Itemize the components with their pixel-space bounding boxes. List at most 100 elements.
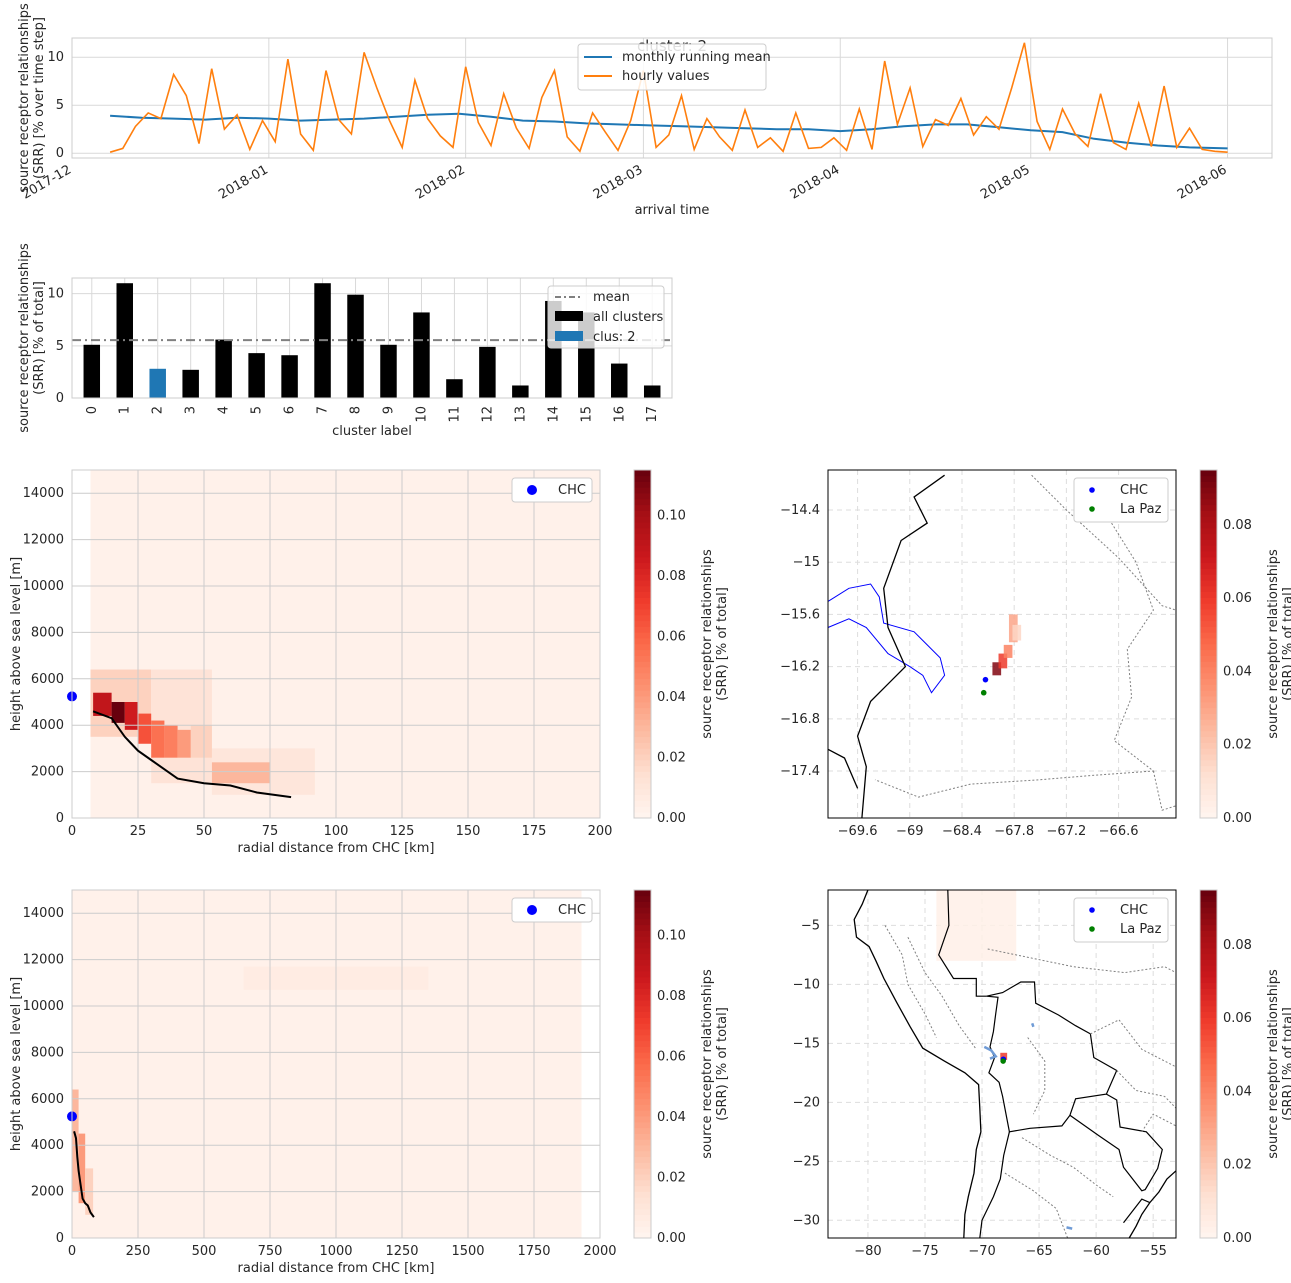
legend-label: La Paz	[1120, 502, 1162, 517]
heatmap-cell	[111, 702, 125, 723]
colorbar-segment	[1200, 794, 1217, 801]
colorbar-segment	[634, 1168, 651, 1175]
colorbar: 0.00 0.02 0.04 0.06 0.08 0.10 source receptor …	[633, 469, 730, 826]
colorbar-segment	[1200, 1046, 1217, 1053]
colorbar-segment	[634, 498, 651, 506]
y-tick-label: 0	[56, 1231, 64, 1246]
x-tick-label: 250	[126, 1244, 151, 1259]
colorbar-frame	[633, 469, 652, 819]
colorbar-segment	[1200, 620, 1217, 627]
y-tick-label: 2000	[31, 1185, 64, 1200]
colorbar-segment	[634, 901, 651, 908]
colorbar-segment	[634, 1185, 651, 1192]
colorbar-segment	[1200, 1220, 1217, 1227]
heatmap-cell	[138, 713, 152, 744]
colorbar-segment	[634, 1231, 651, 1239]
colorbar-segment	[1200, 1168, 1217, 1175]
y-tick-label: −30	[793, 1213, 820, 1228]
plot-frame	[71, 37, 1273, 159]
colorbar-segment	[1200, 672, 1217, 680]
legend-swatch	[555, 331, 583, 341]
colorbar-segment	[1200, 970, 1217, 978]
colorbar: 0.00 0.02 0.04 0.06 0.08 source receptor rela…	[1199, 889, 1291, 1246]
colorbar-segment	[1200, 742, 1217, 749]
colorbar-segment	[634, 994, 651, 1001]
y-tick-label: −20	[793, 1095, 820, 1110]
colorbar-segment	[634, 730, 651, 738]
colorbar-segment	[1200, 947, 1217, 955]
x-tick-label: 7	[316, 406, 331, 414]
bar-5	[248, 353, 265, 398]
colorbar-segment	[634, 1156, 651, 1163]
colorbar-segment	[634, 782, 651, 790]
bar-13	[512, 385, 529, 398]
heatmap-cell	[78, 1133, 86, 1204]
colorbar-segment	[1200, 1011, 1217, 1018]
heatmap-cell	[151, 720, 165, 758]
colorbar-segment	[634, 953, 651, 960]
colorbar-segment	[634, 585, 651, 593]
bar-0	[83, 344, 101, 398]
colorbar-segment	[634, 539, 651, 546]
colorbar-segment	[634, 504, 651, 511]
colorbar-segment	[1200, 1139, 1217, 1146]
colorbar-segment	[634, 487, 651, 494]
x-tick-label: −67.8	[994, 824, 1034, 839]
plot-frame	[71, 469, 601, 819]
colorbar-segment	[1200, 539, 1217, 546]
colorbar-segment	[634, 999, 651, 1007]
colorbar-segment	[634, 1098, 651, 1105]
colorbar-segment	[634, 1075, 651, 1082]
colorbar-segment	[1200, 1081, 1217, 1088]
colorbar-segment	[1200, 748, 1217, 755]
colorbar-segment	[1200, 1086, 1217, 1094]
legend-label: mean	[593, 290, 630, 305]
x-tick-label: 1000	[319, 1244, 352, 1259]
colorbar-segment	[1200, 510, 1217, 517]
colorbar-segment	[634, 1011, 651, 1018]
colorbar-segment	[1200, 759, 1217, 767]
x-axis-label: cluster label	[332, 424, 412, 439]
map-frame	[827, 469, 1177, 819]
border-line	[827, 748, 859, 789]
colorbar-segment	[634, 666, 651, 674]
colorbar-segment	[1200, 614, 1217, 622]
x-tick-label: 2	[151, 406, 166, 414]
legend-box	[1073, 897, 1169, 943]
country-border-line	[979, 1131, 1010, 1239]
bar-10	[413, 312, 430, 398]
legend: CHC La Paz	[1073, 477, 1169, 523]
colorbar-segment	[1200, 504, 1217, 511]
colorbar-segment	[634, 918, 651, 926]
map-panel-full: −5 −10 −15 −20 −25 −30 −80 −75 −70 −65 −60 −55 CHC La…	[793, 889, 1177, 1259]
x-tick-label: −80	[854, 1244, 881, 1259]
y-tick-label: 4000	[31, 718, 64, 733]
colorbar-label: source receptor relationships(SRR) [% of…	[700, 549, 730, 739]
x-axis-label: arrival time	[635, 203, 710, 218]
height-profile-panel-zoom: 0 2000 4000 6000 8000 10000 12000 14000 0 25 50 75 1…	[9, 469, 612, 856]
colorbar-segment	[1200, 941, 1217, 949]
legend: CHC	[511, 477, 593, 503]
colorbar-segment	[1200, 568, 1217, 575]
colorbar-segment	[1200, 1231, 1217, 1239]
colorbar-segment	[1200, 1144, 1217, 1152]
colorbar-segment	[634, 1127, 651, 1134]
lake-outline	[827, 583, 946, 694]
plume-cell	[1003, 644, 1013, 658]
y-axis-label: height above sea level [m]	[9, 557, 24, 731]
colorbar-segment	[1200, 492, 1217, 500]
colorbar-segment	[634, 941, 651, 949]
colorbar-segment	[1200, 591, 1217, 598]
plot-frame	[71, 277, 673, 399]
colorbar-segment	[1200, 730, 1217, 738]
colorbar-segment	[634, 690, 651, 697]
colorbar-segment	[634, 1121, 651, 1129]
y-tick-label: 2000	[31, 765, 64, 780]
colorbar-segment	[1200, 666, 1217, 674]
map-frame	[827, 889, 1177, 1239]
colorbar-segment	[634, 713, 651, 720]
colorbar-segment	[634, 1104, 651, 1111]
colorbar-segment	[1200, 661, 1217, 668]
colorbar-segment	[1200, 1127, 1217, 1134]
colorbar-segment	[634, 1110, 651, 1117]
